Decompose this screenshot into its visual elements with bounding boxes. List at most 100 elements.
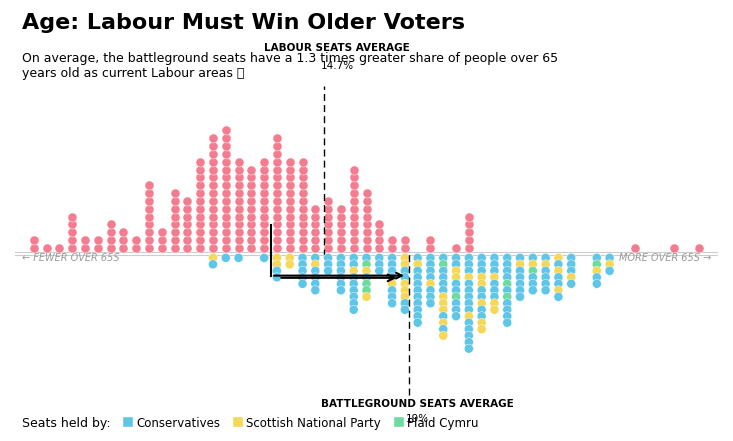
Point bbox=[309, 229, 321, 236]
Point bbox=[348, 182, 360, 189]
Point bbox=[476, 280, 487, 288]
Point bbox=[539, 267, 551, 274]
Point bbox=[323, 254, 334, 262]
Point bbox=[246, 205, 257, 212]
Point bbox=[246, 229, 257, 236]
Point bbox=[412, 306, 424, 313]
Point bbox=[361, 261, 372, 268]
Point bbox=[591, 280, 603, 288]
Point bbox=[246, 236, 257, 243]
Point bbox=[604, 254, 616, 262]
Point bbox=[399, 261, 410, 268]
Point bbox=[604, 267, 616, 274]
Point bbox=[271, 236, 283, 243]
Point bbox=[143, 244, 155, 251]
Point bbox=[335, 254, 347, 262]
Point bbox=[424, 236, 436, 243]
Point bbox=[297, 190, 309, 197]
Point bbox=[361, 280, 372, 288]
Point bbox=[438, 254, 449, 262]
Point bbox=[67, 221, 78, 228]
Point bbox=[335, 236, 347, 243]
Point bbox=[424, 280, 436, 288]
Point bbox=[527, 280, 539, 288]
Point bbox=[309, 267, 321, 274]
Point bbox=[361, 236, 372, 243]
Point bbox=[258, 198, 270, 205]
Point bbox=[501, 306, 513, 313]
Point bbox=[463, 325, 475, 333]
Point bbox=[399, 244, 410, 251]
Point bbox=[373, 254, 385, 262]
Point bbox=[28, 236, 40, 243]
Point bbox=[399, 236, 410, 243]
Point bbox=[220, 142, 232, 149]
Point bbox=[476, 274, 487, 281]
Point bbox=[361, 244, 372, 251]
Point bbox=[232, 254, 244, 262]
Point bbox=[438, 332, 449, 339]
Point bbox=[182, 205, 194, 212]
Point bbox=[297, 267, 309, 274]
Point bbox=[335, 205, 347, 212]
Point bbox=[207, 190, 219, 197]
Point bbox=[424, 274, 436, 281]
Point bbox=[41, 244, 53, 251]
Point bbox=[463, 339, 475, 346]
Point bbox=[207, 150, 219, 157]
Point bbox=[335, 261, 347, 268]
Point bbox=[373, 221, 385, 228]
Point bbox=[424, 267, 436, 274]
Point bbox=[169, 221, 180, 228]
Point bbox=[220, 213, 232, 220]
Point bbox=[476, 319, 487, 326]
Point bbox=[361, 274, 372, 281]
Point bbox=[463, 274, 475, 281]
Point bbox=[169, 198, 180, 205]
Point bbox=[348, 287, 360, 294]
Point bbox=[284, 244, 295, 251]
Point bbox=[463, 254, 475, 262]
Point bbox=[489, 293, 501, 300]
Point bbox=[194, 182, 206, 189]
Point bbox=[297, 244, 309, 251]
Point bbox=[232, 174, 244, 181]
Point bbox=[117, 236, 129, 243]
Point bbox=[232, 236, 244, 243]
Point bbox=[232, 244, 244, 251]
Point bbox=[297, 236, 309, 243]
Point bbox=[220, 182, 232, 189]
Point bbox=[501, 287, 513, 294]
Point bbox=[232, 221, 244, 228]
Point bbox=[476, 267, 487, 274]
Point bbox=[297, 229, 309, 236]
Point bbox=[246, 190, 257, 197]
Point bbox=[361, 221, 372, 228]
Point bbox=[412, 313, 424, 320]
Point bbox=[143, 213, 155, 220]
Point bbox=[284, 254, 295, 262]
Point bbox=[489, 287, 501, 294]
Point bbox=[424, 287, 436, 294]
Point bbox=[553, 287, 564, 294]
Point bbox=[169, 229, 180, 236]
Point bbox=[450, 280, 462, 288]
Point bbox=[412, 319, 424, 326]
Point bbox=[373, 236, 385, 243]
Point bbox=[489, 306, 501, 313]
Point bbox=[194, 158, 206, 165]
Point bbox=[130, 244, 142, 251]
Point bbox=[297, 205, 309, 212]
Point bbox=[271, 198, 283, 205]
Point bbox=[207, 261, 219, 268]
Point bbox=[424, 293, 436, 300]
Point bbox=[539, 254, 551, 262]
Point bbox=[693, 244, 705, 251]
Point bbox=[309, 244, 321, 251]
Point bbox=[463, 229, 475, 236]
Point bbox=[271, 135, 283, 142]
Point bbox=[463, 213, 475, 220]
Point bbox=[399, 274, 410, 281]
Point bbox=[271, 221, 283, 228]
Point bbox=[424, 300, 436, 307]
